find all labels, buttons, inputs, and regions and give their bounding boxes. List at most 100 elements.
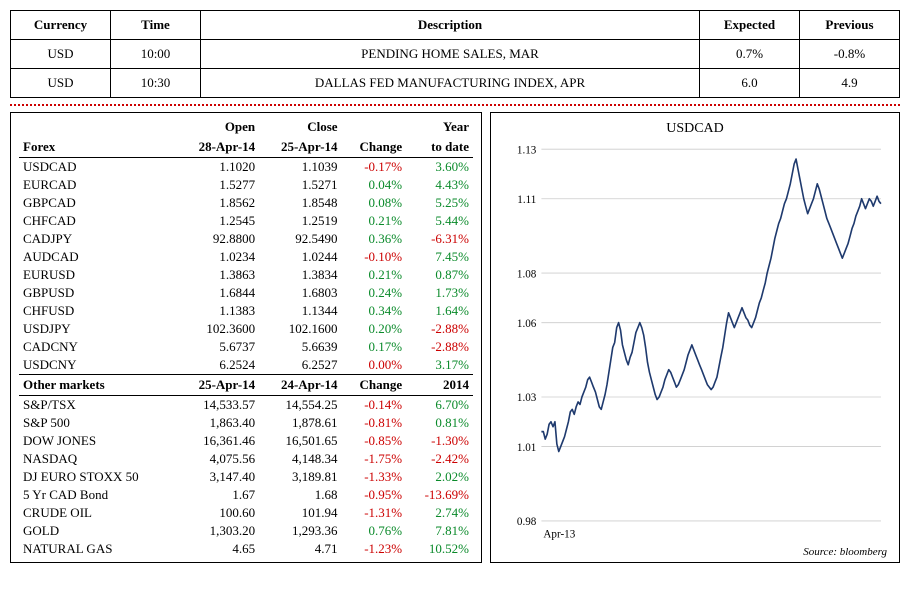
dotted-separator <box>10 104 900 106</box>
table-cell: -2.88% <box>406 338 473 356</box>
table-cell: -0.95% <box>342 486 407 504</box>
table-cell: -0.10% <box>342 248 407 266</box>
table-cell: 1.67 <box>177 486 259 504</box>
table-row: USDJPY102.3600102.16000.20%-2.88% <box>19 320 473 338</box>
table-row: S&P/TSX14,533.5714,554.25-0.14%6.70% <box>19 396 473 415</box>
table-cell: -0.81% <box>342 414 407 432</box>
table-cell: 4.71 <box>259 540 341 558</box>
events-col-time: Time <box>111 11 201 40</box>
table-row: CHFCAD1.25451.25190.21%5.44% <box>19 212 473 230</box>
main-row: Open Close Year Forex 28-Apr-14 25-Apr-1… <box>10 112 900 563</box>
table-cell: USDCNY <box>19 356 177 375</box>
table-cell: 0.04% <box>342 176 407 194</box>
table-cell: DOW JONES <box>19 432 177 450</box>
table-cell: S&P 500 <box>19 414 177 432</box>
events-row: USD10:00PENDING HOME SALES, MAR0.7%-0.8% <box>11 40 900 69</box>
table-cell: S&P/TSX <box>19 396 177 415</box>
table-cell: DJ EURO STOXX 50 <box>19 468 177 486</box>
table-cell: -1.31% <box>342 504 407 522</box>
events-cell: 10:30 <box>111 69 201 98</box>
table-cell: 5 Yr CAD Bond <box>19 486 177 504</box>
table-row: S&P 5001,863.401,878.61-0.81%0.81% <box>19 414 473 432</box>
events-cell: 10:00 <box>111 40 201 69</box>
forex-hdr-year: Year <box>406 117 473 137</box>
table-cell: 1,863.40 <box>177 414 259 432</box>
table-cell: 0.76% <box>342 522 407 540</box>
table-row: GBPCAD1.85621.85480.08%5.25% <box>19 194 473 212</box>
table-cell: 1.5271 <box>259 176 341 194</box>
table-cell: 6.70% <box>406 396 473 415</box>
table-cell: -1.23% <box>342 540 407 558</box>
events-cell: -0.8% <box>800 40 900 69</box>
table-row: EURCAD1.52771.52710.04%4.43% <box>19 176 473 194</box>
table-cell: 2.02% <box>406 468 473 486</box>
svg-text:Apr-13: Apr-13 <box>543 529 575 541</box>
table-cell: 92.5490 <box>259 230 341 248</box>
table-cell: 1.8562 <box>177 194 259 212</box>
forex-hdr-open: Open <box>177 117 259 137</box>
table-cell: 16,501.65 <box>259 432 341 450</box>
svg-text:1.06: 1.06 <box>517 318 537 330</box>
table-cell: 1.73% <box>406 284 473 302</box>
table-cell: 6.2524 <box>177 356 259 375</box>
table-cell: 0.87% <box>406 266 473 284</box>
table-cell: 14,554.25 <box>259 396 341 415</box>
table-cell: 1.2519 <box>259 212 341 230</box>
table-cell: 3.60% <box>406 158 473 177</box>
table-row: USDCNY6.25246.25270.00%3.17% <box>19 356 473 375</box>
table-cell: 4.65 <box>177 540 259 558</box>
table-cell: 0.36% <box>342 230 407 248</box>
table-cell: 1.1344 <box>259 302 341 320</box>
table-cell: 1.1039 <box>259 158 341 177</box>
forex-table: Open Close Year Forex 28-Apr-14 25-Apr-1… <box>19 117 473 558</box>
svg-text:1.13: 1.13 <box>517 145 537 156</box>
svg-text:1.08: 1.08 <box>517 268 537 280</box>
table-cell: 102.1600 <box>259 320 341 338</box>
table-cell: 0.00% <box>342 356 407 375</box>
table-cell: 1.68 <box>259 486 341 504</box>
other-title: Other markets <box>19 375 177 396</box>
table-cell: 1.0234 <box>177 248 259 266</box>
table-cell: 2.74% <box>406 504 473 522</box>
table-cell: -1.33% <box>342 468 407 486</box>
events-cell: 6.0 <box>700 69 800 98</box>
chart-svg: 0.981.011.031.061.081.111.13Apr-13 <box>503 145 887 544</box>
table-cell: EURUSD <box>19 266 177 284</box>
table-cell: 0.21% <box>342 212 407 230</box>
table-cell: CADCNY <box>19 338 177 356</box>
table-row: GBPUSD1.68441.68030.24%1.73% <box>19 284 473 302</box>
svg-text:1.01: 1.01 <box>517 442 536 454</box>
table-row: USDCAD1.10201.1039-0.17%3.60% <box>19 158 473 177</box>
events-row: USD10:30DALLAS FED MANUFACTURING INDEX, … <box>11 69 900 98</box>
events-col-description: Description <box>201 11 700 40</box>
table-cell: 92.8800 <box>177 230 259 248</box>
table-cell: 1.6844 <box>177 284 259 302</box>
events-col-currency: Currency <box>11 11 111 40</box>
table-cell: 1.2545 <box>177 212 259 230</box>
other-hdr-change: Change <box>342 375 407 396</box>
table-cell: 0.34% <box>342 302 407 320</box>
table-cell: 5.6639 <box>259 338 341 356</box>
chart-source: Source: bloomberg <box>503 546 887 558</box>
table-cell: 1.1383 <box>177 302 259 320</box>
table-cell: NATURAL GAS <box>19 540 177 558</box>
table-row: 5 Yr CAD Bond1.671.68-0.95%-13.69% <box>19 486 473 504</box>
table-row: NATURAL GAS4.654.71-1.23%10.52% <box>19 540 473 558</box>
svg-text:1.11: 1.11 <box>517 194 536 206</box>
forex-hdr-ytd: to date <box>406 137 473 158</box>
events-col-expected: Expected <box>700 11 800 40</box>
table-cell: -0.14% <box>342 396 407 415</box>
table-cell: 3.17% <box>406 356 473 375</box>
table-cell: GOLD <box>19 522 177 540</box>
table-row: NASDAQ4,075.564,148.34-1.75%-2.42% <box>19 450 473 468</box>
table-cell: 6.2527 <box>259 356 341 375</box>
table-cell: 0.81% <box>406 414 473 432</box>
table-row: CADJPY92.880092.54900.36%-6.31% <box>19 230 473 248</box>
table-cell: 7.81% <box>406 522 473 540</box>
forex-hdr-close: Close <box>259 117 341 137</box>
table-cell: -1.30% <box>406 432 473 450</box>
market-data-box: Open Close Year Forex 28-Apr-14 25-Apr-1… <box>10 112 482 563</box>
table-row: DOW JONES16,361.4616,501.65-0.85%-1.30% <box>19 432 473 450</box>
table-cell: 10.52% <box>406 540 473 558</box>
table-cell: USDJPY <box>19 320 177 338</box>
